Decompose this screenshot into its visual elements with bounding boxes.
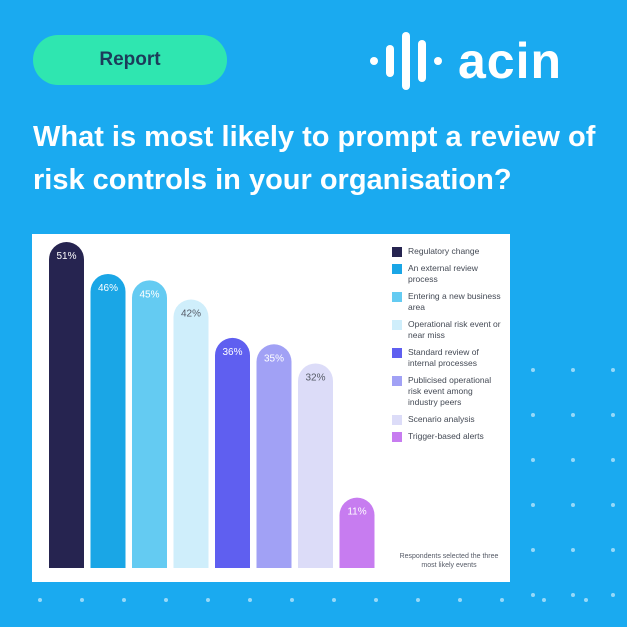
decorative-dot (531, 593, 535, 597)
decorative-dot (248, 598, 252, 602)
chart-card: 51% 46% 45% 42% 36% 35% 32% 11% Regulatory chan… (32, 234, 510, 582)
bar-6 (256, 344, 292, 568)
decorative-dot (332, 598, 336, 602)
decorative-dot (458, 598, 462, 602)
legend-label: Standard review of internal processes (408, 347, 479, 368)
decorative-dot (571, 368, 575, 372)
decorative-dot (500, 598, 504, 602)
decorative-dot (122, 598, 126, 602)
legend-swatch (392, 264, 402, 274)
legend-swatch (392, 247, 402, 257)
decorative-dot (611, 368, 615, 372)
legend-item: Publicised operational risk event among … (392, 375, 504, 408)
bar-1 (49, 242, 84, 568)
bar-value-label: 36% (222, 347, 242, 358)
legend-swatch (392, 348, 402, 358)
decorative-dot (571, 503, 575, 507)
legend-item: Scenario analysis (392, 414, 504, 425)
decorative-dot (38, 598, 42, 602)
legend-swatch (392, 415, 402, 425)
decorative-dot (531, 458, 535, 462)
legend-swatch (392, 432, 402, 442)
legend-label: Entering a new business area (408, 291, 501, 312)
legend-swatch (392, 292, 402, 302)
bar-chart: 51% 46% 45% 42% 36% 35% 32% 11% (49, 242, 375, 568)
bar-5 (215, 337, 250, 568)
decorative-dot (374, 598, 378, 602)
bar-value-label: 51% (56, 251, 76, 262)
report-badge: Report (33, 35, 227, 85)
acin-logo-mark-icon (370, 32, 442, 90)
bar-value-label: 45% (139, 289, 159, 300)
decorative-dot (611, 593, 615, 597)
legend-label: An external review process (408, 263, 478, 284)
legend-label: Scenario analysis (408, 414, 475, 424)
report-badge-label: Report (99, 49, 161, 70)
decorative-dot (531, 548, 535, 552)
decorative-dot (290, 598, 294, 602)
decorative-dot (611, 458, 615, 462)
legend-swatch (392, 376, 402, 386)
legend-item: Operational risk event or near miss (392, 319, 504, 341)
bar-8 (339, 497, 375, 568)
bar-value-label: 35% (264, 353, 284, 364)
decorative-dot (571, 413, 575, 417)
decorative-dot (531, 503, 535, 507)
legend-label: Trigger-based alerts (408, 431, 484, 441)
decorative-dot (80, 598, 84, 602)
decorative-dot (531, 368, 535, 372)
acin-logo: acin (370, 30, 590, 92)
legend-item: Trigger-based alerts (392, 431, 504, 442)
legend-label: Regulatory change (408, 246, 480, 256)
bar-value-label: 42% (181, 309, 201, 320)
acin-logo-text: acin (458, 33, 563, 89)
bar-4 (173, 299, 209, 568)
legend-item: Entering a new business area (392, 291, 504, 313)
respondents-note: Respondents selected the three most like… (399, 553, 499, 569)
decorative-dot (164, 598, 168, 602)
decorative-dot (584, 598, 588, 602)
legend-item: Standard review of internal processes (392, 347, 504, 369)
chart-legend: Regulatory change An external review proc… (392, 246, 504, 448)
decorative-dot (611, 548, 615, 552)
decorative-dot (416, 598, 420, 602)
bar-value-label: 46% (98, 283, 118, 294)
legend-label: Publicised operational risk event among … (408, 375, 492, 407)
bar-2 (90, 273, 126, 568)
decorative-dot (611, 413, 615, 417)
decorative-dot (542, 598, 546, 602)
page-headline: What is most likely to prompt a review o… (33, 121, 596, 196)
bar-7 (298, 363, 333, 568)
decorative-dot (571, 593, 575, 597)
decorative-dot (571, 548, 575, 552)
decorative-dot (206, 598, 210, 602)
bar-3 (132, 280, 167, 568)
decorative-dot (531, 413, 535, 417)
legend-swatch (392, 320, 402, 330)
legend-label: Operational risk event or near miss (408, 319, 501, 340)
decorative-dot (571, 458, 575, 462)
bar-value-label: 11% (347, 507, 366, 518)
decorative-dot (611, 503, 615, 507)
legend-item: Regulatory change (392, 246, 504, 257)
legend-item: An external review process (392, 263, 504, 285)
bar-value-label: 32% (305, 372, 325, 383)
